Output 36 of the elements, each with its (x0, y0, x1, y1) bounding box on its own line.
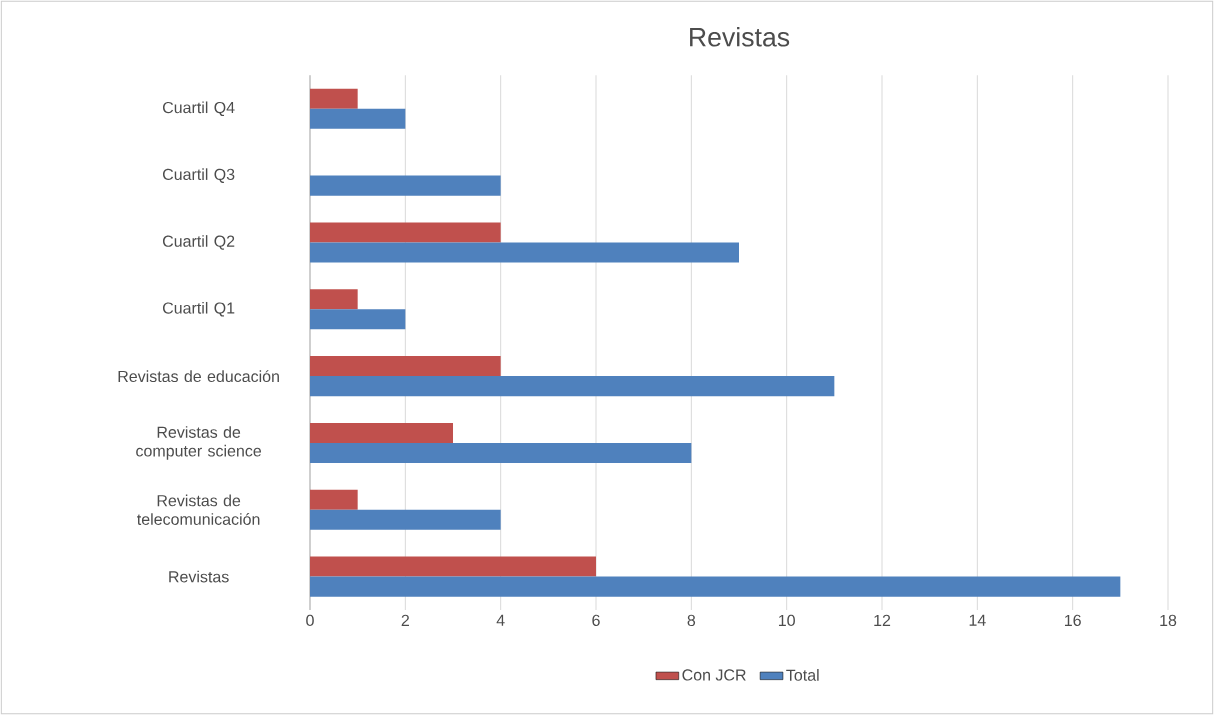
x-tick-label: 8 (687, 614, 696, 627)
y-tick-label: Cuartil Q2 (162, 235, 235, 250)
y-tick-label: Revistas de computer science (136, 426, 262, 460)
chart-title: Revistas (690, 27, 790, 47)
y-tick-label: Revistas (169, 570, 229, 583)
y-tick-label: Revistas de educación (118, 370, 279, 383)
bar (310, 442, 692, 463)
bar (310, 242, 739, 263)
bar (310, 509, 501, 530)
bar (310, 356, 501, 377)
x-tick-label: 6 (592, 614, 600, 627)
y-tick-label: Revistas de telecomunicación (137, 494, 260, 525)
bar (310, 376, 835, 397)
x-tick-label: 16 (1064, 614, 1081, 627)
bar (310, 576, 1121, 597)
x-tick-label: 12 (874, 614, 891, 626)
bar (310, 222, 501, 243)
bar (310, 175, 501, 196)
x-tick-label: 4 (496, 614, 505, 626)
bar (310, 108, 406, 129)
x-tick-label: 18 (1160, 614, 1177, 627)
x-tick-label: 10 (778, 614, 795, 627)
bar (310, 556, 597, 577)
x-tick-label: 0 (306, 614, 314, 627)
legend-label: Total (786, 669, 819, 681)
bar (310, 422, 453, 443)
y-tick-label: Cuartil Q4 (162, 101, 235, 117)
bar (310, 489, 358, 510)
legend-label: Con JCR (682, 669, 746, 681)
y-tick-label: Cuartil Q1 (162, 301, 235, 317)
x-tick-label: 14 (969, 614, 986, 626)
bar (310, 309, 406, 330)
x-tick-label: 2 (401, 614, 409, 626)
bar (310, 88, 358, 109)
bar (310, 289, 358, 310)
y-tick-label: Cuartil Q3 (162, 168, 235, 183)
